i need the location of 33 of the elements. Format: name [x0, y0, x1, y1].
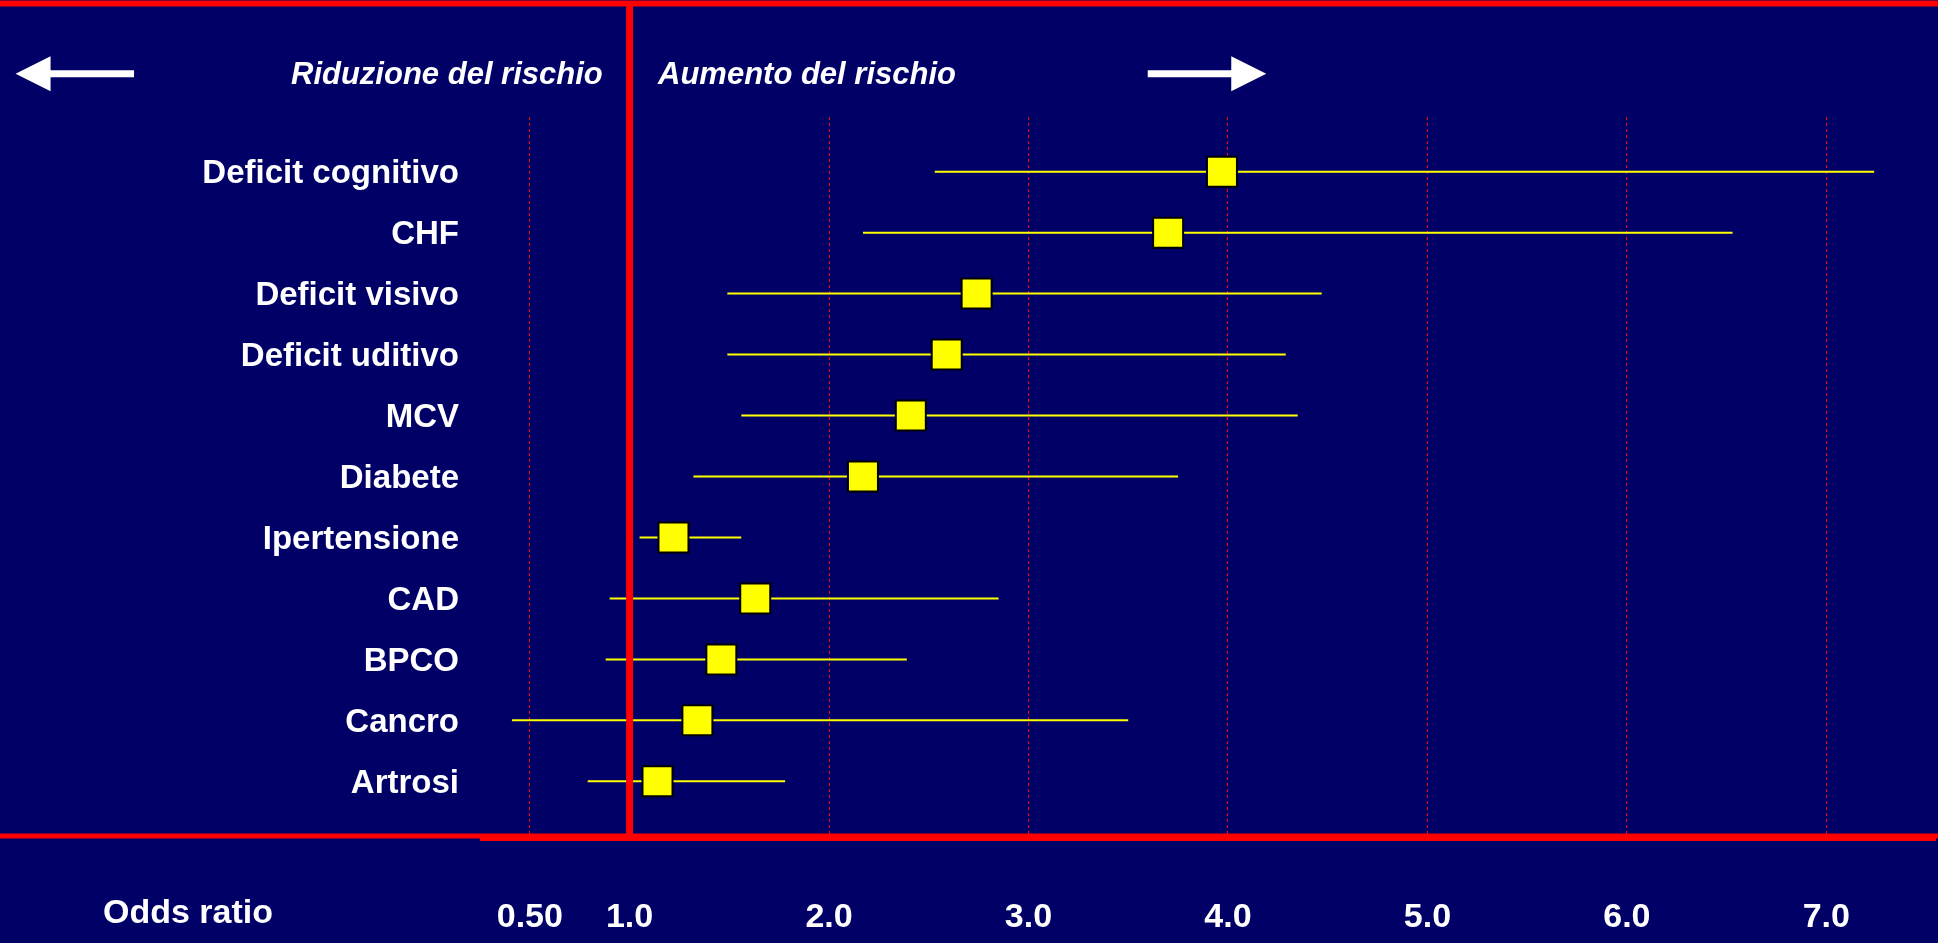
y-tick-label: Deficit cognitivo: [202, 153, 459, 191]
y-tick-label: Deficit uditivo: [240, 336, 459, 374]
x-tick-label: 3.0: [1004, 895, 1053, 934]
x-axis-title: Odds ratio: [103, 892, 274, 930]
point: [1152, 216, 1185, 249]
x-tick-label: 7.0: [1802, 895, 1850, 934]
x-tick-label: 5.0: [1403, 895, 1452, 934]
point: [641, 765, 674, 798]
point: [739, 582, 772, 615]
point: [894, 399, 927, 432]
point: [930, 338, 963, 371]
y-tick-label: Deficit visivo: [255, 275, 459, 313]
x-tick-label: 4.0: [1204, 895, 1252, 934]
x-tick-label: 1.0: [605, 895, 654, 934]
x-tick-label: 0.50: [496, 895, 563, 934]
point: [960, 277, 993, 310]
y-tick-label: MCV: [385, 397, 459, 435]
point: [1205, 155, 1238, 188]
point: [657, 521, 690, 554]
point: [705, 643, 738, 676]
text: Riduzione del rischio: [291, 56, 603, 91]
point: [846, 460, 879, 493]
y-tick-label: Diabete: [339, 458, 459, 496]
x-tick-label: 6.0: [1603, 895, 1651, 934]
y-tick-label: CAD: [387, 579, 459, 617]
x-tick-label: 2.0: [805, 895, 853, 934]
y-tick-label: BPCO: [363, 640, 459, 678]
text: Aumento del rischio: [657, 56, 956, 91]
y-tick-label: Artrosi: [350, 762, 459, 800]
y-tick-label: Ipertensione: [262, 519, 459, 557]
point: [681, 704, 714, 737]
y-tick-label: Cancro: [345, 701, 459, 739]
y-tick-label: CHF: [391, 214, 459, 252]
